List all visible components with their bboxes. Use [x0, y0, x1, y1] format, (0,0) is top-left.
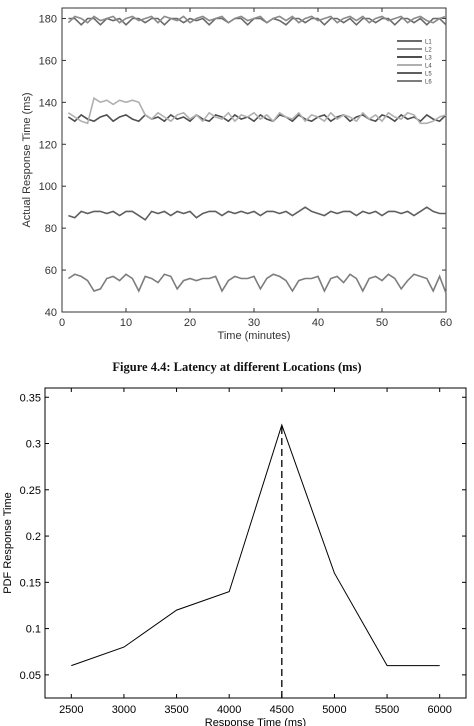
- y-tick-label: 0.3: [26, 439, 41, 451]
- x-tick-label: 60: [440, 317, 452, 329]
- series-line-2: [67, 15, 447, 24]
- legend-entry: L1: [425, 40, 432, 46]
- legend-entry: L3: [425, 56, 432, 62]
- x-tick-label: 4000: [217, 704, 241, 716]
- y-axis-label: PDF Response Time: [2, 492, 14, 593]
- pdf-response-chart: 2500 3000 3500 4000 4500 5000 5500 6000 0.05 0.1 0…: [2, 387, 467, 726]
- y-tick-label: 0.25: [20, 485, 41, 497]
- y-tick-label: 0.2: [26, 531, 41, 543]
- x-tick-label: 3500: [164, 704, 188, 716]
- legend-entry: L5: [425, 72, 432, 78]
- x-tick-label: 10: [120, 317, 132, 329]
- series-line-5: [68, 206, 446, 221]
- y-tick-label: 120: [39, 139, 57, 151]
- figure-caption: Figure 4.4: Latency at different Locatio…: [112, 360, 362, 374]
- y-tick-label: 60: [45, 265, 57, 277]
- series-line-1: [68, 17, 447, 26]
- series-line-3: [67, 113, 447, 123]
- x-axis-label: Time (minutes): [218, 330, 291, 342]
- x-tick-label: 30: [248, 317, 260, 329]
- series-line-6: [67, 273, 447, 294]
- x-tick-label: 20: [184, 317, 196, 329]
- y-axis-label: Actual Response Time (ms): [21, 92, 33, 227]
- x-tick-label: 5000: [322, 704, 346, 716]
- y-tick-label: 100: [39, 181, 57, 193]
- y-tick-label: 80: [45, 223, 57, 235]
- y-tick-label: 40: [45, 307, 57, 319]
- x-tick-label: 6000: [427, 704, 451, 716]
- latency-chart: 0 10 20 30 40 50 60 40 60 80 100 120 140 160 180 L1 L2 L3…: [21, 7, 452, 342]
- plot-area: [44, 387, 467, 699]
- pdf-line: [71, 423, 440, 667]
- legend-box: [394, 36, 442, 88]
- legend-entry: L6: [425, 80, 432, 86]
- y-tick-label: 140: [39, 97, 57, 109]
- x-tick-label: 0: [59, 317, 65, 329]
- y-tick-label: 160: [39, 55, 57, 67]
- x-tick-label: 40: [312, 317, 324, 329]
- y-tick-label: 180: [39, 13, 57, 25]
- series-line-4: [67, 96, 447, 125]
- legend-entry: L4: [425, 64, 432, 70]
- y-tick-label: 0.05: [20, 670, 41, 682]
- x-axis-label: Response Time (ms): [205, 717, 306, 726]
- x-tick-label: 2500: [59, 704, 83, 716]
- y-tick-label: 0.1: [26, 624, 41, 636]
- x-tick-label: 50: [376, 317, 388, 329]
- x-tick-label: 3000: [112, 704, 136, 716]
- x-tick-label: 4500: [270, 704, 294, 716]
- plot-area: [61, 7, 447, 313]
- legend-entry: L2: [425, 48, 432, 54]
- y-tick-label: 0.35: [20, 392, 41, 404]
- x-tick-label: 5500: [375, 704, 399, 716]
- y-tick-label: 0.15: [20, 577, 41, 589]
